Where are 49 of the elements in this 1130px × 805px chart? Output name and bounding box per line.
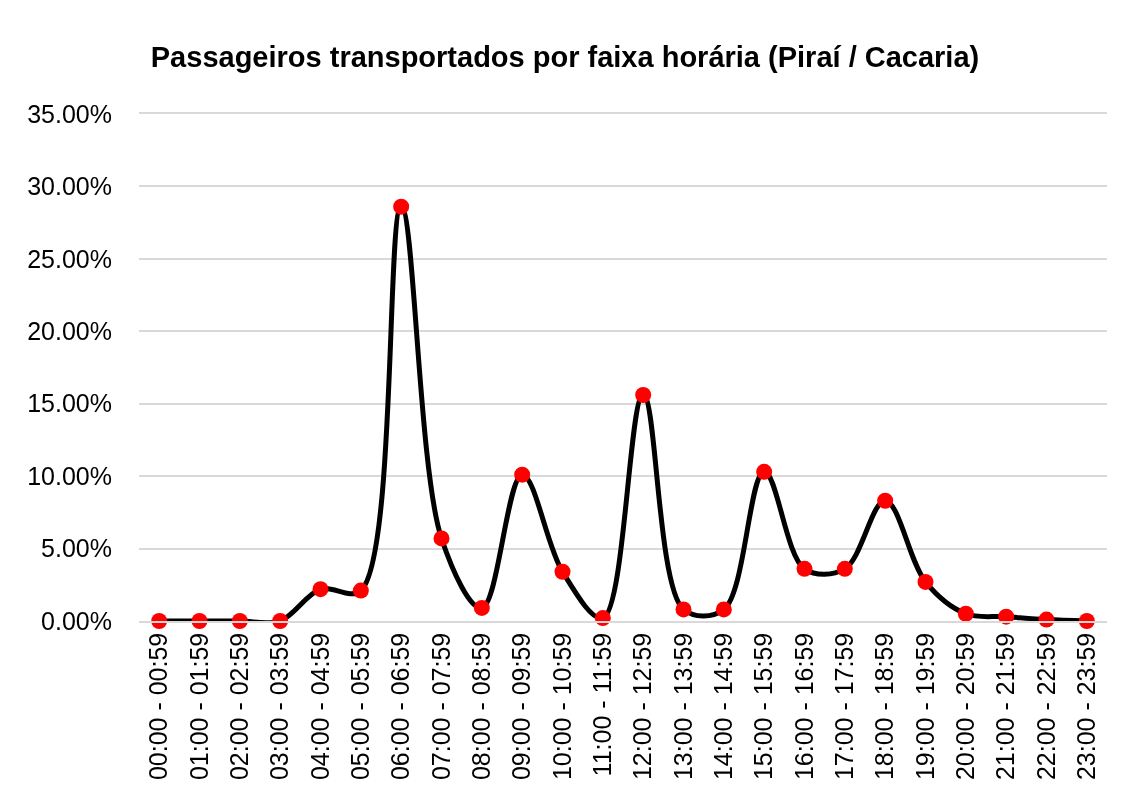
chart-title: Passageiros transportados por faixa horária (Piraí / Cacaria): [150, 41, 980, 74]
point: [917, 573, 934, 590]
x-tick-label: 03:00 - 03:59: [265, 632, 294, 781]
point: [473, 599, 490, 616]
x-tick-label: 00:00 - 00:59: [144, 632, 173, 781]
point: [957, 605, 974, 622]
x-tick-label: 21:00 - 21:59: [991, 632, 1020, 781]
x-tick-label: 16:00 - 16:59: [789, 632, 818, 781]
point: [675, 601, 692, 618]
x-tick-label: 05:00 - 05:59: [345, 632, 374, 781]
point: [715, 601, 732, 618]
x-tick-label: 12:00 - 12:59: [628, 632, 657, 781]
x-tick-label: 23:00 - 23:59: [1071, 632, 1100, 781]
x-tick-label: 06:00 - 06:59: [386, 632, 415, 781]
x-tick-label: 18:00 - 18:59: [870, 632, 899, 781]
x-tick-label: 08:00 - 08:59: [466, 632, 495, 781]
x-tick-label: 15:00 - 15:59: [749, 632, 778, 781]
y-tick-label: 10.00%: [27, 461, 112, 490]
point: [393, 198, 410, 215]
x-tick-label: 13:00 - 13:59: [668, 632, 697, 781]
x-tick-label: 14:00 - 14:59: [708, 632, 737, 781]
x-tick-label: 19:00 - 19:59: [910, 632, 939, 781]
point: [756, 463, 773, 480]
point: [352, 582, 369, 599]
point: [554, 563, 571, 580]
x-tick-label: 01:00 - 01:59: [184, 632, 213, 781]
x-tick-label: 04:00 - 04:59: [305, 632, 334, 781]
x-tick-label: 22:00 - 22:59: [1031, 632, 1060, 781]
y-tick-label: 35.00%: [27, 99, 112, 128]
x-tick-label: 07:00 - 07:59: [426, 632, 455, 781]
x-tick-label: 02:00 - 02:59: [224, 632, 253, 781]
x-tick-label: 11:00 - 11:59: [587, 632, 616, 777]
y-tick-label: 0.00%: [41, 606, 112, 635]
y-tick-label: 5.00%: [41, 534, 112, 563]
point: [796, 560, 813, 577]
point: [877, 492, 894, 509]
x-tick-label: 09:00 - 09:59: [507, 632, 536, 781]
y-tick-label: 20.00%: [27, 317, 112, 346]
point: [312, 581, 329, 598]
y-tick-label: 30.00%: [27, 172, 112, 201]
x-tick-label: 10:00 - 10:59: [547, 632, 576, 781]
y-tick-label: 25.00%: [27, 244, 112, 273]
y-tick-label: 15.00%: [27, 389, 112, 418]
point: [836, 560, 853, 577]
point: [514, 466, 531, 483]
x-tick-label: 20:00 - 20:59: [950, 632, 979, 781]
x-tick-label: 17:00 - 17:59: [829, 632, 858, 781]
point: [635, 387, 652, 404]
point: [433, 530, 450, 547]
